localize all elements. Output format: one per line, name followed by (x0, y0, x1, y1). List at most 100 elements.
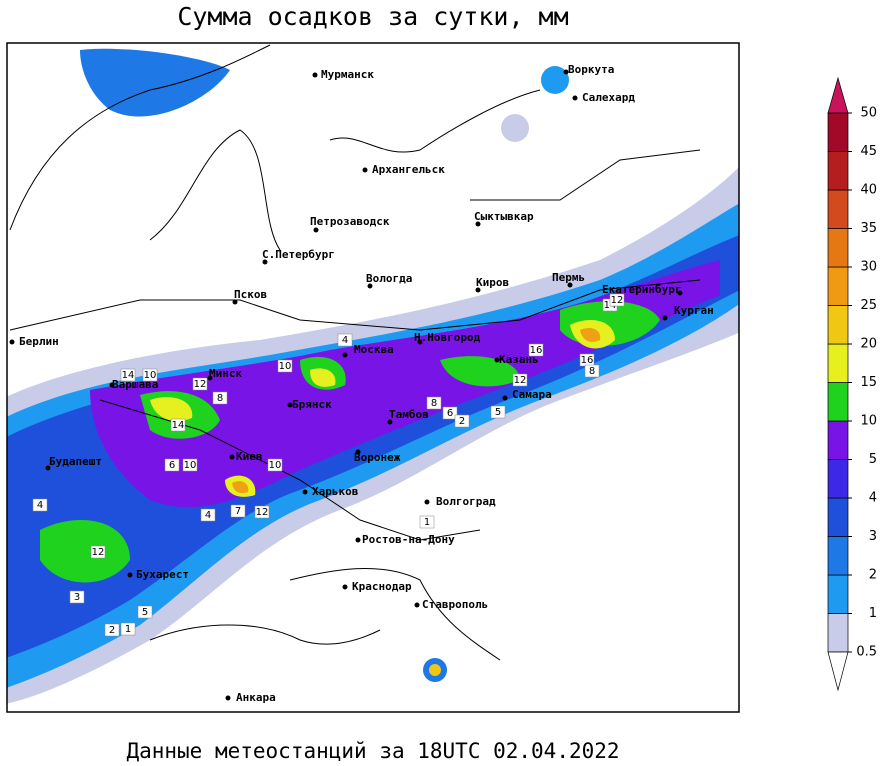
city-label: Брянск (292, 398, 332, 411)
city-label: Екатеринбург (602, 283, 681, 296)
city-dot (313, 227, 319, 233)
legend-swatch (827, 343, 849, 383)
legend-tick-label: 10 (860, 414, 877, 429)
legend-swatch (827, 228, 849, 268)
city-label: Анкара (236, 691, 276, 704)
city-dot (229, 454, 235, 460)
city-dot (677, 290, 683, 296)
legend-swatch (827, 382, 849, 422)
station-value: 12 (514, 375, 527, 386)
city-dot (475, 221, 481, 227)
station-value: 3 (74, 592, 80, 603)
subtitle: Данные метеостанций за 18UTC 02.04.2022 (126, 739, 619, 763)
station-box (442, 406, 458, 420)
station-box (200, 508, 216, 522)
city-dot (355, 537, 361, 543)
city-dot (312, 72, 318, 78)
city-dot (502, 395, 508, 401)
legend-swatch (827, 574, 849, 614)
city-label: Воркута (568, 63, 614, 76)
station-box (512, 373, 528, 387)
city-dot (355, 449, 361, 455)
city-label: Самара (512, 388, 552, 401)
station-value: 12 (194, 379, 207, 390)
station-box (490, 405, 506, 419)
city-label: Курган (674, 304, 714, 317)
station-value: 4 (205, 510, 211, 521)
station-box (277, 359, 293, 373)
station-box (104, 623, 120, 637)
legend-swatch (827, 112, 849, 152)
station-value: 6 (169, 460, 175, 471)
station-box (164, 458, 180, 472)
station-value: 5 (495, 407, 501, 418)
legend-swatch (827, 420, 849, 460)
station-value: 8 (217, 393, 223, 404)
city-dot (262, 259, 268, 265)
city-label: Москва (354, 343, 394, 356)
legend-swatch (827, 459, 849, 499)
city-dot (387, 419, 393, 425)
legend-tick-label: 0.5 (856, 645, 877, 660)
station-value: 10 (184, 460, 197, 471)
legend-tick-label: 5 (869, 452, 877, 467)
title: Сумма осадков за сутки, мм (177, 2, 568, 31)
legend-over (827, 76, 849, 114)
city-label: Н.Новгород (414, 331, 481, 344)
station-value: 14 (122, 370, 135, 381)
station-value: 4 (37, 500, 43, 511)
city-label: Тамбов (389, 408, 429, 421)
legend-tick-label: 3 (869, 529, 877, 544)
legend-tick-label: 40 (860, 183, 877, 198)
city-label: Архангельск (372, 163, 445, 176)
legend-swatch (827, 497, 849, 537)
city-dot (367, 283, 373, 289)
legend-tick-label: 1 (869, 606, 877, 621)
legend-under (827, 651, 849, 692)
city-label: Пермь (552, 271, 585, 284)
city-dot (207, 375, 213, 381)
city-dot (475, 287, 481, 293)
city-label: Киров (476, 276, 509, 289)
city-label: Вологда (366, 272, 412, 285)
city-dot (424, 499, 430, 505)
legend-swatch (827, 536, 849, 576)
station-value: 12 (611, 295, 624, 306)
map-frame (6, 42, 740, 713)
city-label: Минск (209, 367, 242, 380)
city-dot (572, 95, 578, 101)
station-value: 8 (589, 366, 595, 377)
city-label: Ростов-на-Дону (362, 533, 455, 546)
city-label: Петрозаводск (310, 215, 390, 228)
city-label: Мурманск (321, 68, 374, 81)
station-box (69, 590, 85, 604)
legend-tick-label: 15 (860, 375, 877, 390)
legend-tick-label: 50 (860, 106, 877, 121)
legend-tick-label: 4 (869, 491, 877, 506)
city-dot (232, 299, 238, 305)
legend-tick-label: 2 (869, 568, 877, 583)
city-label: Берлин (19, 335, 59, 348)
station-box (609, 293, 625, 307)
station-value: 8 (431, 398, 437, 409)
legend-tick-label: 20 (860, 337, 877, 352)
city-dot (302, 489, 308, 495)
station-box (419, 515, 435, 529)
station-box (120, 368, 136, 382)
city-dot (225, 695, 231, 701)
city-dot (127, 572, 133, 578)
station-box (182, 458, 198, 472)
city-label: Харьков (312, 485, 358, 498)
legend-tick-label: 35 (860, 221, 877, 236)
station-box (137, 605, 153, 619)
city-dot (662, 315, 668, 321)
city-dot (9, 339, 15, 345)
legend-swatch (827, 305, 849, 345)
station-value: 2 (459, 416, 465, 427)
city-dot (362, 167, 368, 173)
station-value: 10 (144, 370, 157, 381)
station-box (584, 364, 600, 378)
station-value: 6 (447, 408, 453, 419)
station-value: 16 (581, 355, 594, 366)
city-dot (287, 402, 293, 408)
